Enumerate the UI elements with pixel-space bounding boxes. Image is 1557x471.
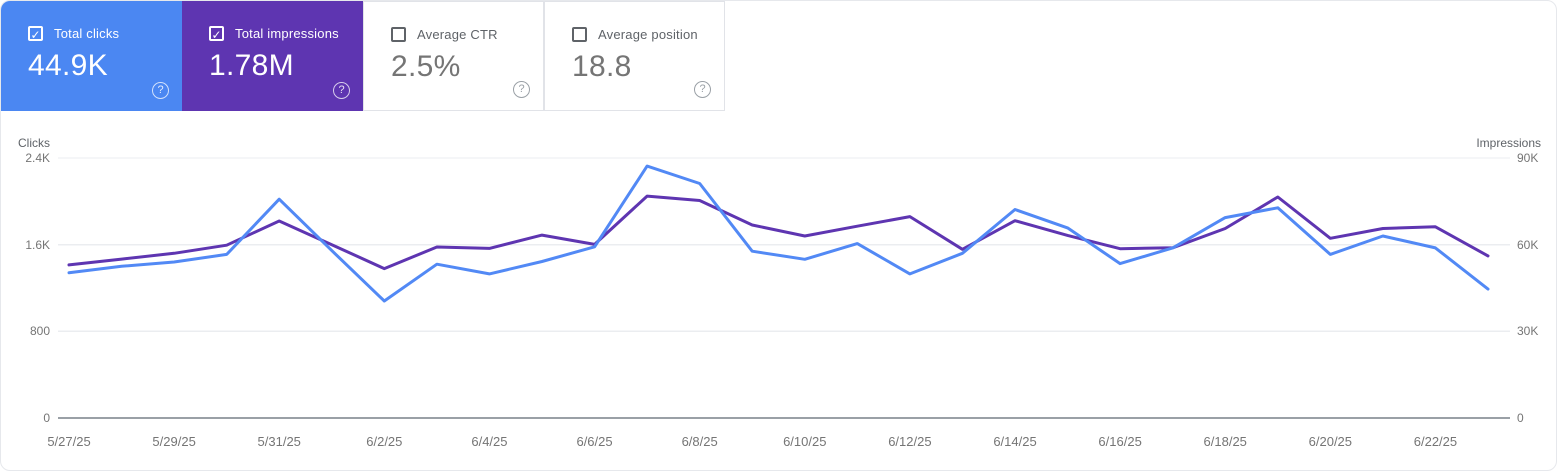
metric-card-total-impressions[interactable]: ✓ Total impressions 1.78M ? xyxy=(182,1,363,111)
x-axis-tick-label: 5/29/25 xyxy=(152,434,196,449)
x-axis-tick-label: 6/8/25 xyxy=(681,434,718,449)
y-axis-tick-right: 0 xyxy=(1517,411,1524,425)
y-axis-tick-left: 1.6K xyxy=(25,237,50,252)
metric-card-average-ctr[interactable]: Average CTR 2.5% ? xyxy=(363,1,544,111)
x-axis-tick-label: 6/4/25 xyxy=(471,434,508,449)
help-icon[interactable]: ? xyxy=(513,81,530,98)
x-axis-tick-label: 6/22/25 xyxy=(1413,434,1458,449)
total-clicks-checkbox-icon[interactable]: ✓ xyxy=(28,26,43,42)
help-icon[interactable]: ? xyxy=(694,81,711,98)
metric-card-value: 18.8 xyxy=(572,50,632,83)
metric-cards: ✓ Total clicks 44.9K ? ✓ Total impressio… xyxy=(1,1,1556,111)
performance-line-chart[interactable]: Clicks Impressions 2.4K 90K 1.6K 60K 800 30K 0… xyxy=(1,111,1556,470)
x-axis-tick-label: 6/10/25 xyxy=(783,434,827,449)
x-axis-tick-label: 5/27/25 xyxy=(47,434,91,449)
right-axis-title: Impressions xyxy=(1476,136,1541,150)
metric-card-value: 44.9K xyxy=(28,49,108,82)
y-axis-tick-right: 60K xyxy=(1517,237,1539,252)
left-axis-title: Clicks xyxy=(18,136,50,150)
metric-card-label: Total clicks xyxy=(54,26,120,41)
y-axis-tick-left: 2.4K xyxy=(25,151,50,165)
y-axis-tick-left: 0 xyxy=(43,411,50,425)
help-icon[interactable]: ? xyxy=(152,82,169,99)
help-icon[interactable]: ? xyxy=(333,82,350,99)
chart-canvas xyxy=(58,157,1510,419)
x-axis-tick-label: 6/6/25 xyxy=(576,434,613,449)
clicks-line xyxy=(67,164,1490,303)
metric-card-label: Average position xyxy=(598,27,698,42)
y-axis-tick-right: 90K xyxy=(1517,151,1539,165)
x-axis-tick-label: 6/12/25 xyxy=(888,434,932,449)
average-ctr-checkbox-icon[interactable] xyxy=(391,27,406,42)
y-axis-tick-right: 30K xyxy=(1517,324,1539,339)
y-axis-tick-left: 800 xyxy=(29,324,50,339)
average-position-checkbox-icon[interactable] xyxy=(572,27,587,42)
x-axis-tick-label: 5/31/25 xyxy=(257,434,301,449)
metric-card-label: Average CTR xyxy=(417,27,498,42)
metric-card-value: 1.78M xyxy=(209,49,294,82)
x-axis-tick-label: 6/20/25 xyxy=(1308,434,1353,449)
metric-card-value: 2.5% xyxy=(391,50,461,83)
x-axis-tick-label: 6/18/25 xyxy=(1203,434,1247,449)
x-axis-tick-label: 6/14/25 xyxy=(993,434,1037,449)
x-axis-tick-label: 6/2/25 xyxy=(366,434,403,449)
metric-card-total-clicks[interactable]: ✓ Total clicks 44.9K ? xyxy=(1,1,182,111)
x-axis-tick-label: 6/16/25 xyxy=(1098,434,1142,449)
metric-card-label: Total impressions xyxy=(235,26,339,41)
metric-card-average-position[interactable]: Average position 18.8 ? xyxy=(544,1,725,111)
total-impressions-checkbox-icon[interactable]: ✓ xyxy=(209,26,224,42)
